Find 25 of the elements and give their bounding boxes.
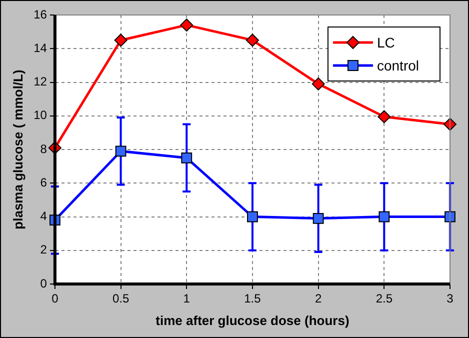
y-tick-label: 6 [40,175,48,190]
y-tick-label: 12 [34,74,48,89]
x-tick-label: 1.5 [244,292,262,306]
y-tick-label: 16 [34,7,48,22]
x-tick-label: 2 [314,292,322,306]
y-tick-label: 14 [34,40,48,55]
x-tick-label: 2.5 [376,292,393,306]
y-tick-label: 4 [40,209,48,224]
x-tick-label: 0.5 [112,292,130,306]
x-tick-label: 1 [183,292,190,306]
x-tick-label: 0 [52,292,59,306]
y-tick-label: 10 [34,108,48,122]
legend-label: LC [376,34,395,50]
x-axis-title: time after glucose dose (hours) [156,312,350,328]
point [312,77,325,90]
legend-label: control [376,57,420,74]
x-tick-label: 3 [446,292,454,306]
y-tick-label: 8 [40,142,48,156]
point [246,34,259,47]
point [378,110,391,124]
y-axis-title: plasma glucose ( mmol/L) [10,70,26,230]
y-tick-label: 2 [40,242,48,257]
point [114,34,128,47]
y-tick-label: 0 [40,276,48,290]
point [180,18,194,32]
